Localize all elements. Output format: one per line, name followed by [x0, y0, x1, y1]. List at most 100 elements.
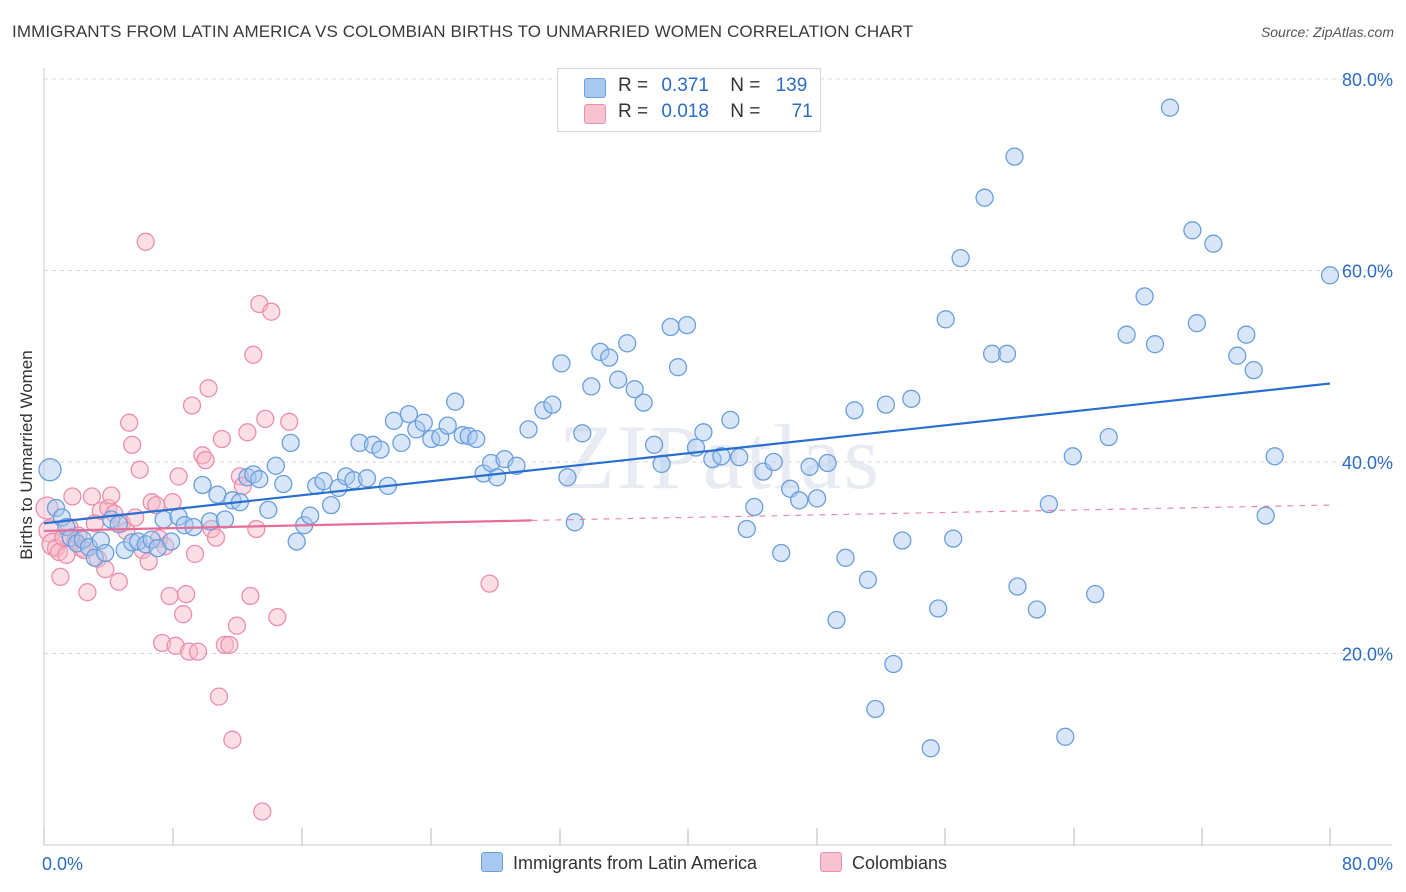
colombians-point	[123, 435, 142, 454]
latin-america-point	[845, 401, 864, 420]
latin-america-point	[407, 420, 426, 439]
latin-america-point	[371, 440, 390, 459]
r-value: 0.371	[661, 75, 709, 96]
latin-america-point	[154, 510, 173, 529]
latin-america-point	[1117, 325, 1136, 344]
latin-america-point	[223, 491, 242, 510]
latin-america-point	[921, 739, 940, 758]
latin-america-point	[384, 411, 404, 430]
colombians-point	[185, 544, 205, 564]
latin-america-point	[552, 354, 571, 373]
latin-america-point	[244, 465, 263, 484]
colombians-point	[102, 486, 121, 505]
latin-america-point	[259, 500, 278, 520]
latin-america-point	[818, 453, 837, 473]
latin-america-point	[438, 416, 457, 435]
axes	[43, 68, 1392, 846]
latin-america-point	[1135, 287, 1154, 306]
latin-america-point	[902, 389, 921, 408]
legend-label: Immigrants from Latin America	[513, 853, 758, 873]
latin-america-point	[1204, 234, 1223, 253]
latin-america-point	[582, 377, 601, 396]
y-tick-label: 40.0%	[1342, 453, 1393, 473]
legend-label: Colombians	[852, 853, 948, 873]
x-tick-label: 80.0%	[1342, 854, 1393, 874]
colombians-point	[63, 487, 82, 506]
latin-america-point	[274, 474, 293, 494]
latin-america-point	[161, 532, 181, 551]
trend-line-colombians	[43, 519, 532, 533]
colombians-point	[202, 519, 221, 539]
latin-america-point	[800, 457, 819, 476]
latin-america-point	[982, 344, 1002, 363]
latin-america-point	[301, 506, 320, 525]
latin-america-point	[123, 533, 142, 552]
latin-america-point	[591, 342, 610, 362]
latin-america-point	[314, 472, 333, 491]
latin-america-point	[1160, 98, 1180, 117]
latin-america-point	[876, 395, 896, 414]
colombians-point	[247, 519, 266, 539]
latin-america-point	[1256, 506, 1275, 525]
n-value: 139	[775, 75, 808, 96]
r-label: R =	[618, 101, 649, 122]
latin-america-point	[712, 447, 731, 466]
latin-america-point	[858, 570, 878, 589]
latin-america-point	[519, 420, 538, 439]
latin-america-point	[634, 393, 653, 412]
latin-america-point	[737, 519, 756, 539]
latin-america-point	[721, 410, 740, 430]
colombians-point	[152, 633, 172, 653]
latin-america-point	[652, 454, 671, 474]
latin-america-point	[1086, 584, 1105, 604]
latin-america-point	[644, 435, 664, 454]
legend-item-colombians[interactable]: Colombians	[820, 852, 947, 876]
latin-america-point	[281, 433, 300, 453]
colombians-point	[199, 379, 218, 398]
latin-america-point	[1228, 346, 1247, 365]
latin-america-point	[287, 532, 306, 551]
latin-america-point	[677, 315, 697, 335]
colombians-point	[241, 586, 260, 606]
latin-america-point	[1099, 427, 1118, 447]
latin-america-point	[929, 599, 948, 618]
colombians-point	[196, 450, 215, 470]
legend-swatch-pink	[584, 104, 606, 124]
colombians-point	[173, 605, 193, 624]
latin-america-point	[399, 404, 419, 424]
tick-labels: 20.0% 40.0% 60.0% 80.0% 0.0% 80.0%	[42, 70, 1393, 874]
latin-america-point	[764, 452, 783, 472]
colombians-point	[57, 545, 76, 565]
latin-america-point	[193, 475, 212, 495]
chart-title: IMMIGRANTS FROM LATIN AMERICA VS COLOMBI…	[12, 22, 914, 41]
trend-line-colombians-extension	[531, 504, 1331, 522]
r-label: R =	[618, 75, 649, 96]
latin-america-point	[414, 413, 433, 432]
trend-line-latin-america	[43, 382, 1331, 525]
legend-item-latin-america[interactable]: Immigrants from Latin America	[481, 852, 757, 876]
latin-america-point	[807, 489, 827, 508]
latin-america-point	[694, 423, 713, 442]
latin-america-point	[1187, 314, 1207, 333]
latin-america-point	[790, 491, 809, 510]
colombians-point	[215, 635, 235, 655]
latin-america-point	[730, 448, 749, 467]
colombians-point	[109, 572, 128, 591]
colombians-point	[136, 232, 155, 251]
latin-america-point	[422, 429, 441, 449]
n-label: N =	[730, 75, 761, 96]
latin-america-point	[661, 317, 680, 337]
latin-america-point	[1244, 360, 1263, 380]
colombians-point	[209, 687, 229, 706]
latin-america-point	[884, 654, 903, 674]
colombians-point	[51, 567, 70, 587]
colombians-point	[117, 521, 136, 541]
latin-america-point	[392, 433, 411, 453]
latin-america-point	[1183, 221, 1202, 240]
latin-america-point	[936, 310, 955, 329]
colombians-point	[176, 584, 196, 604]
colombians-point	[244, 345, 263, 364]
latin-america-point	[558, 468, 577, 487]
latin-america-point	[866, 699, 885, 719]
